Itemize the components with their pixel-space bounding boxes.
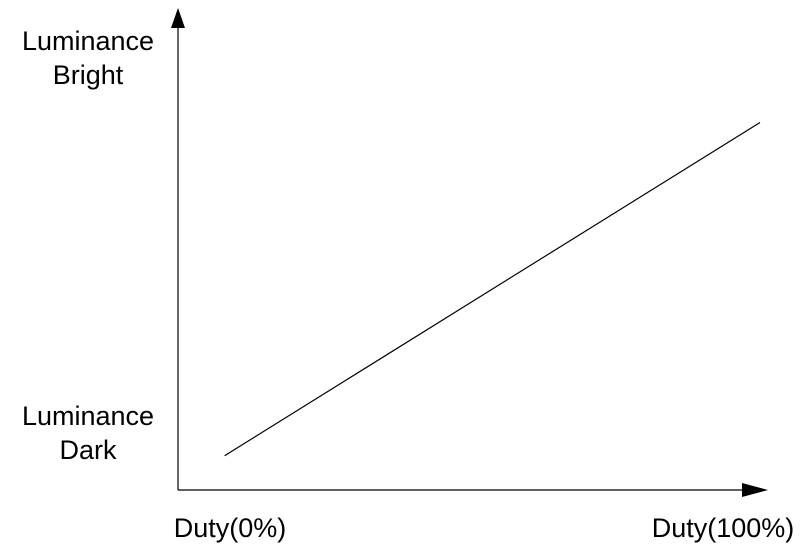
y-tick-label-low: Luminance Dark [22, 401, 154, 465]
y-tick-label-line: Luminance [22, 401, 154, 431]
y-tick-label-line: Dark [59, 435, 117, 465]
x-tick-label-start: Duty(0%) [174, 513, 287, 543]
y-tick-label-line: Luminance [22, 26, 154, 56]
y-axis-arrow [171, 8, 185, 28]
series-layer [224, 121, 761, 457]
series-line-0 [224, 121, 761, 457]
x-axis-arrow [742, 483, 768, 497]
y-axis [171, 8, 185, 490]
x-tick-label-end: Duty(100%) [652, 513, 795, 543]
y-tick-label-line: Bright [53, 60, 124, 90]
x-axis [178, 483, 768, 497]
y-tick-label-high: Luminance Bright [22, 26, 154, 90]
